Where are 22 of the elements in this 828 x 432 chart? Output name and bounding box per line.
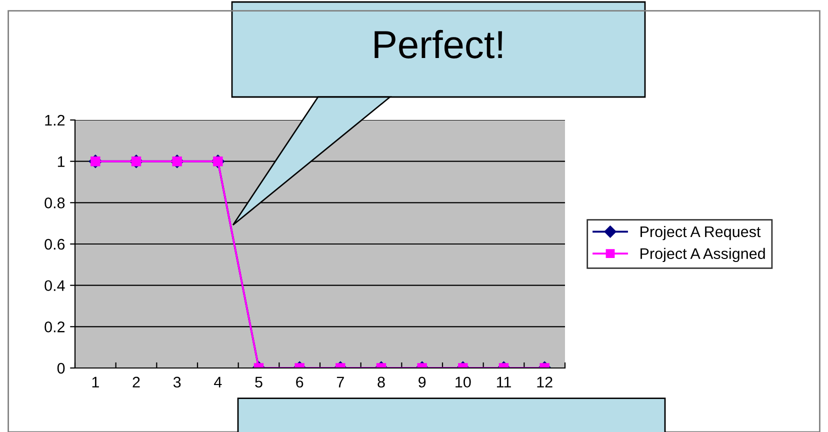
x-tick-label: 2 [132, 376, 140, 388]
x-tick-label: 3 [173, 376, 181, 388]
legend-label: Project A Request [640, 226, 761, 240]
legend-label: Project A Assigned [640, 248, 765, 262]
y-tick-label: 0.8 [44, 198, 65, 208]
x-tick-label: 10 [456, 376, 471, 388]
y-tick-label: 0.2 [44, 322, 65, 332]
y-tick-label: 0.4 [44, 280, 65, 292]
x-tick-label: 6 [296, 376, 304, 388]
x-tick-label: 11 [496, 376, 511, 388]
x-tick-label: 1 [92, 376, 99, 388]
x-tick-label: 9 [418, 376, 426, 388]
y-tick-label: 0.6 [44, 238, 65, 250]
x-tick-label: 5 [255, 376, 262, 388]
x-tick-label: 12 [537, 376, 552, 388]
y-tick-label: 1.2 [45, 114, 65, 126]
x-tick-label: 4 [214, 376, 222, 388]
x-tick-label: 8 [378, 376, 385, 388]
text: Perfect! [374, 30, 502, 58]
y-tick-label: 1 [58, 156, 65, 167]
x-tick-label: 7 [336, 376, 344, 388]
y-tick-label: 0 [57, 362, 65, 374]
